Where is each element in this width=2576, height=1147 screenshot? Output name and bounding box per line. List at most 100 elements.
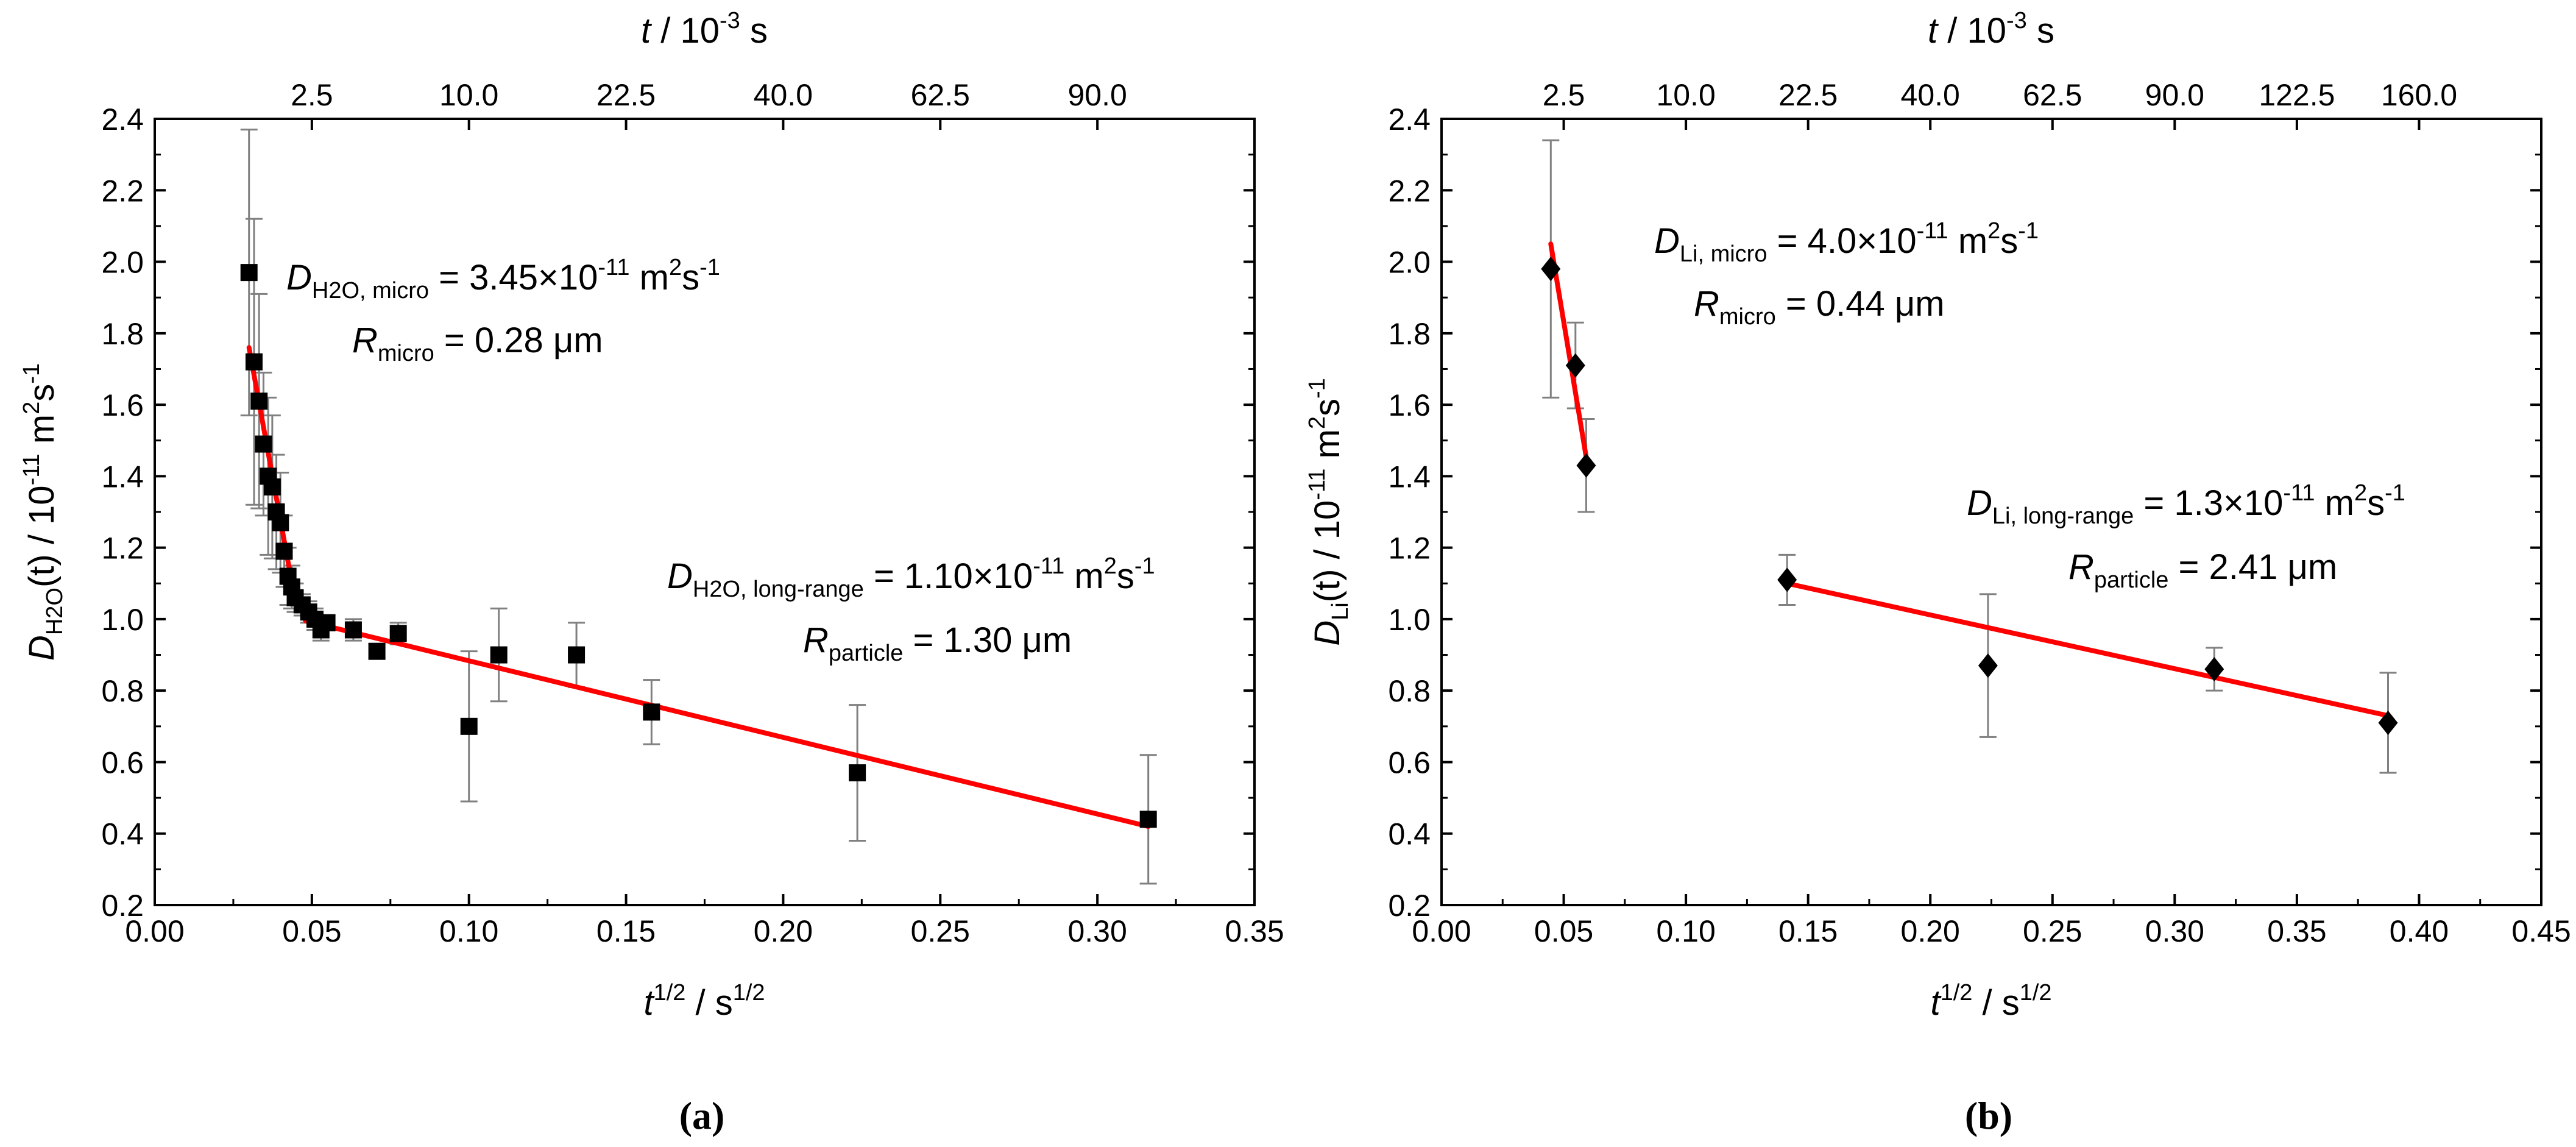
top-tick-label: 62.5 [911,78,970,112]
data-point [643,703,660,721]
top-tick-label: 10.0 [439,78,498,112]
x-tick-label: 0.30 [2145,914,2204,948]
fit-lines [1548,241,2391,719]
top-tick-label: 10.0 [1656,78,1715,112]
panel-label-b-text: (b) [1965,1094,2012,1137]
annotation-long-d: DH2O, long-range = 1.10×10-11 m2s-1 [667,553,1155,602]
top-tick-label: 122.5 [2259,78,2335,112]
data-point [1139,811,1157,828]
data-point [1565,353,1585,378]
y-tick-label: 1.0 [101,603,144,637]
data-point [1541,257,1561,282]
x-tick-label: 0.20 [1901,914,1960,948]
axis-ticks [154,118,1256,906]
data-point [245,353,263,371]
data-point [460,717,478,735]
annotation-long-r: Rparticle = 2.41 μm [2068,547,2337,593]
data-point [1576,453,1596,478]
panel-label-a-text: (a) [679,1094,725,1137]
y-tick-label: 2.0 [1388,246,1431,280]
top-tick-label: 62.5 [2023,78,2082,112]
data-point [318,614,336,631]
annotation-micro-r: Rmicro = 0.44 μm [1694,284,1945,330]
x-tick-label: 0.30 [1067,914,1127,948]
y-tick-label: 0.6 [1388,745,1431,779]
data-point [250,392,268,410]
x-tick-label: 0.35 [2267,914,2326,948]
data-point [344,621,362,639]
x-tick-label: 0.35 [1225,914,1284,948]
top-axis-label: t / 10-3 s [641,8,768,51]
y-tick-label: 1.0 [1388,603,1431,637]
y-tick-label: 1.4 [101,460,144,494]
x-tick-label: 0.10 [439,914,498,948]
y-tick-label: 1.8 [1388,317,1431,351]
x-tick-label: 0.10 [1656,914,1715,948]
x-tick-label: 0.00 [1412,914,1471,948]
y-tick-label: 2.4 [101,102,144,137]
y-axis-label: DLi(t) / 10-11 m2s-1 [1304,378,1353,646]
top-axis-label: t / 10-3 s [1928,8,2054,51]
x-tick-label: 0.15 [1778,914,1838,948]
axis-ticks [1440,118,2542,906]
y-tick-label: 0.8 [101,674,144,708]
y-tick-label: 0.4 [1388,817,1431,851]
y-tick-label: 1.6 [101,388,144,422]
annotation-micro-d: DLi, micro = 4.0×10-11 m2s-1 [1654,218,2039,267]
y-tick-label: 0.6 [101,745,144,779]
panel-label-a: (a) [679,1094,725,1137]
data-point [389,625,407,642]
error-bars [240,129,1157,885]
x-tick-label: 0.05 [282,914,341,948]
data-point [2204,657,2224,681]
y-tick-label: 2.0 [101,246,144,280]
top-tick-label: 2.5 [291,78,333,112]
y-axis-label: DH2O(t) / 10-11 m2s-1 [19,363,68,661]
x-tick-label: 0.05 [1534,914,1593,948]
top-tick-label: 40.0 [754,78,813,112]
y-tick-label: 2.2 [101,174,144,208]
x-tick-label: 0.15 [596,914,656,948]
y-tick-label: 0.4 [101,817,144,851]
y-tick-label: 0.2 [101,889,144,923]
x-axis-label: t1/2 / s1/2 [1930,980,2051,1023]
y-tick-label: 1.6 [1388,388,1431,422]
tick-labels: 0.00 0.05 0.10 0.15 0.20 0.25 0.30 0.35 0.40 0.45… [1388,78,2571,948]
top-tick-label: 2.5 [1543,78,1585,112]
top-tick-label: 22.5 [1778,78,1838,112]
x-tick-label: 0.40 [2390,914,2449,948]
y-tick-label: 1.8 [101,317,144,351]
annotation-micro-r: Rmicro = 0.28 μm [352,321,603,366]
data-point [275,542,293,560]
y-tick-label: 0.2 [1388,889,1431,923]
y-tick-label: 0.8 [1388,674,1431,708]
x-tick-label: 0.20 [754,914,813,948]
data-point [255,435,272,453]
data-point [368,642,386,660]
data-point [1978,653,1998,678]
data-points [1541,257,2398,735]
y-tick-label: 1.2 [101,531,144,566]
data-point [849,764,866,782]
data-point [2378,710,2398,735]
x-axis-label: t1/2 / s1/2 [643,980,765,1023]
data-point [272,514,289,531]
y-tick-label: 1.4 [1388,460,1431,494]
annotation-long-d: DLi, long-range = 1.3×10-11 m2s-1 [1967,480,2405,529]
data-point [263,478,281,495]
y-tick-label: 2.4 [1388,102,1431,137]
annotation-micro-d: DH2O, micro = 3.45×10-11 m2s-1 [286,255,720,304]
y-tick-label: 2.2 [1388,174,1431,208]
panel-a: 0.00 0.05 0.10 0.15 0.20 0.25 0.30 0.35 0.2 0.4 0.… [19,8,1284,1137]
panel-b: 0.00 0.05 0.10 0.15 0.20 0.25 0.30 0.35 0.40 0.45… [1304,8,2571,1137]
top-tick-label: 22.5 [596,78,656,112]
y-tick-label: 1.2 [1388,531,1431,566]
x-tick-label: 0.25 [2023,914,2082,948]
top-tick-label: 90.0 [1067,78,1127,112]
data-point [568,646,586,664]
x-tick-label: 0.25 [911,914,970,948]
data-point [1777,567,1797,592]
top-tick-label: 90.0 [2145,78,2204,112]
top-tick-label: 40.0 [1901,78,1960,112]
